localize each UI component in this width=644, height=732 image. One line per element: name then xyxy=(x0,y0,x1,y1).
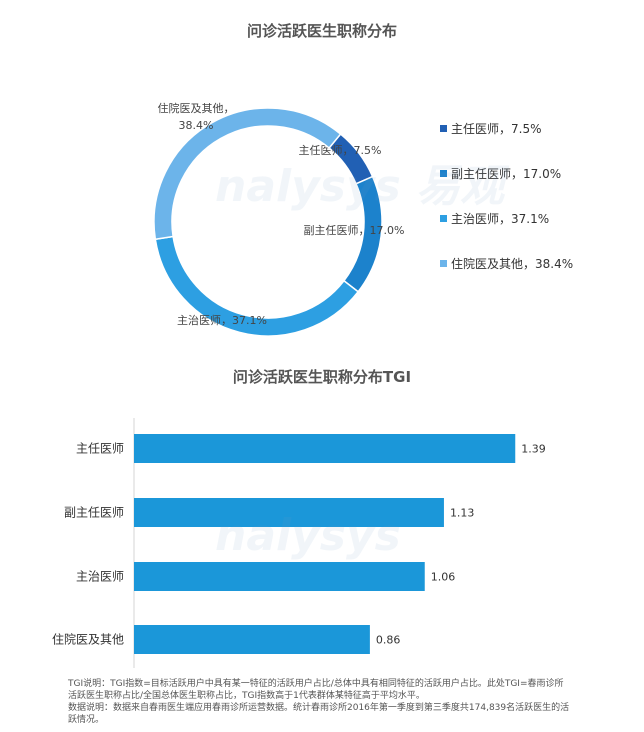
footnote: TGI说明：TGI指数=目标活跃用户中具有某一特征的活跃用户占比/总体中具有相同… xyxy=(68,678,608,726)
donut-data-label: 副主任医师，17.0% xyxy=(304,224,405,237)
footnote-line: 数据说明：数据来自春雨医生端应用春雨诊所运营数据。统计春雨诊所2016年第一季度… xyxy=(68,703,570,713)
donut-data-label: 38.4% xyxy=(179,119,214,132)
bar-value-label: 1.39 xyxy=(521,443,546,456)
legend-swatch xyxy=(440,214,447,222)
legend-label: 主治医师，37.1% xyxy=(451,211,550,226)
legend-swatch xyxy=(440,124,447,132)
bar xyxy=(134,562,425,591)
bar-category-label: 主治医师 xyxy=(76,570,124,584)
bar-category-label: 主任医师 xyxy=(76,442,124,456)
donut-data-label: 住院医及其他， xyxy=(158,101,235,115)
donut-data-label: 主任医师，7.5% xyxy=(299,144,382,157)
bar xyxy=(134,498,444,527)
bar-value-label: 1.06 xyxy=(431,571,456,584)
legend-swatch xyxy=(440,169,447,177)
legend-swatch xyxy=(440,259,447,267)
footnote-line: 活跃医生职称占比/全国总体医生职称占比，TGI指数高于1代表群体某特征高于平均水… xyxy=(68,691,425,701)
bar xyxy=(134,625,370,654)
bar-category-label: 副主任医师 xyxy=(64,506,124,520)
donut-chart: 主任医师，7.5% 副主任医师，17.0% 主治医师，37.1% 住院医及其他， 38.… xyxy=(153,101,405,337)
legend-item: 主治医师，37.1% xyxy=(440,210,573,226)
legend-item: 主任医师，7.5% xyxy=(440,120,573,136)
footnote-line: 跃情况。 xyxy=(68,715,105,725)
legend-label: 主任医师，7.5% xyxy=(451,121,542,136)
donut-chart-title: 问诊活跃医生职称分布 xyxy=(246,22,397,40)
legend-label: 副主任医师，17.0% xyxy=(451,166,562,181)
legend-item: 住院医及其他，38.4% xyxy=(440,255,573,271)
donut-legend: 主任医师，7.5% 副主任医师，17.0% 主治医师，37.1% 住院医及其他，38.… xyxy=(440,120,573,300)
footnote-line: TGI说明：TGI指数=目标活跃用户中具有某一特征的活跃用户占比/总体中具有相同… xyxy=(68,679,564,689)
legend-label: 住院医及其他，38.4% xyxy=(451,256,574,271)
legend-item: 副主任医师，17.0% xyxy=(440,165,573,181)
donut-slice xyxy=(153,107,342,241)
bar-category-label: 住院医及其他 xyxy=(52,633,124,647)
bar-chart-title: 问诊活跃医生职称分布TGI xyxy=(232,368,412,386)
bar-value-label: 1.13 xyxy=(450,507,475,520)
bar xyxy=(134,434,516,463)
donut-data-label: 主治医师，37.1% xyxy=(177,313,267,327)
bar-value-label: 0.86 xyxy=(376,634,401,647)
